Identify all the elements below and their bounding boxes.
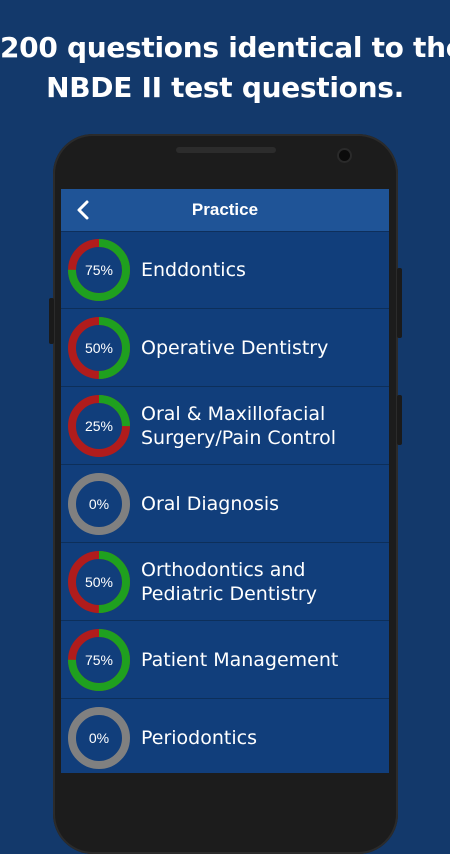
progress-label: 25%	[84, 417, 114, 434]
progress-ring: 75%	[67, 238, 131, 302]
progress-label: 0%	[88, 495, 110, 512]
category-label: Enddontics	[141, 259, 246, 281]
phone-speaker	[176, 147, 276, 153]
progress-track	[68, 472, 130, 535]
phone-side-button-left	[49, 298, 54, 344]
list-item[interactable]: 50% Orthodontics and Pediatric Dentistry	[61, 543, 389, 621]
headline-line-1: 200 questions identical to the	[0, 31, 450, 64]
progress-label: 75%	[84, 262, 114, 278]
progress-ring: 75%	[67, 628, 131, 692]
promo-headline: 200 questions identical to the NBDE II t…	[0, 28, 450, 108]
progress-ring: 50%	[67, 316, 131, 380]
progress-label: 0%	[88, 729, 110, 746]
progress-arc	[68, 628, 130, 691]
progress-arc	[68, 394, 130, 457]
progress-label: 50%	[84, 339, 114, 356]
phone-camera	[339, 150, 350, 161]
progress-ring: 0%	[67, 706, 131, 770]
list-item[interactable]: 75% Enddontics	[61, 232, 389, 309]
list-item[interactable]: 0% Periodontics	[61, 699, 389, 773]
progress-arc	[68, 239, 130, 301]
category-label: Patient Management	[141, 648, 339, 671]
category-label: Periodontics	[141, 726, 257, 749]
phone-side-button-right-upper	[397, 268, 402, 338]
page-title: Practice	[191, 200, 259, 219]
list-item[interactable]: 50% Operative Dentistry	[61, 309, 389, 387]
category-label: Oral & Maxillofacial Surgery/Pain Contro…	[141, 402, 337, 449]
progress-ring: 25%	[67, 394, 131, 458]
progress-arc	[68, 550, 130, 613]
chevron-left-icon[interactable]	[73, 199, 95, 221]
headline-line-2: NBDE II test questions.	[46, 71, 404, 104]
phone-side-button-right-lower	[397, 395, 402, 445]
progress-ring: 0%	[67, 472, 131, 536]
category-label: Oral Diagnosis	[141, 492, 280, 515]
category-label: Orthodontics and Pediatric Dentistry	[141, 558, 317, 605]
progress-track	[68, 706, 130, 769]
list-item[interactable]: 0% Oral Diagnosis	[61, 465, 389, 543]
progress-ring: 50%	[67, 550, 131, 614]
category-label: Operative Dentistry	[141, 336, 329, 359]
list-item[interactable]: 75% Patient Management	[61, 621, 389, 699]
list-item[interactable]: 25% Oral & Maxillofacial Surgery/Pain Co…	[61, 387, 389, 465]
category-list: 75% Enddontics 50% Operative Dentistry 2…	[61, 232, 389, 773]
app-bar: Practice	[61, 189, 389, 232]
progress-arc	[68, 316, 130, 379]
progress-label: 75%	[84, 651, 114, 668]
app-screen: Practice 75% Enddontics 50% Operative De…	[61, 189, 389, 773]
progress-label: 50%	[84, 573, 114, 590]
